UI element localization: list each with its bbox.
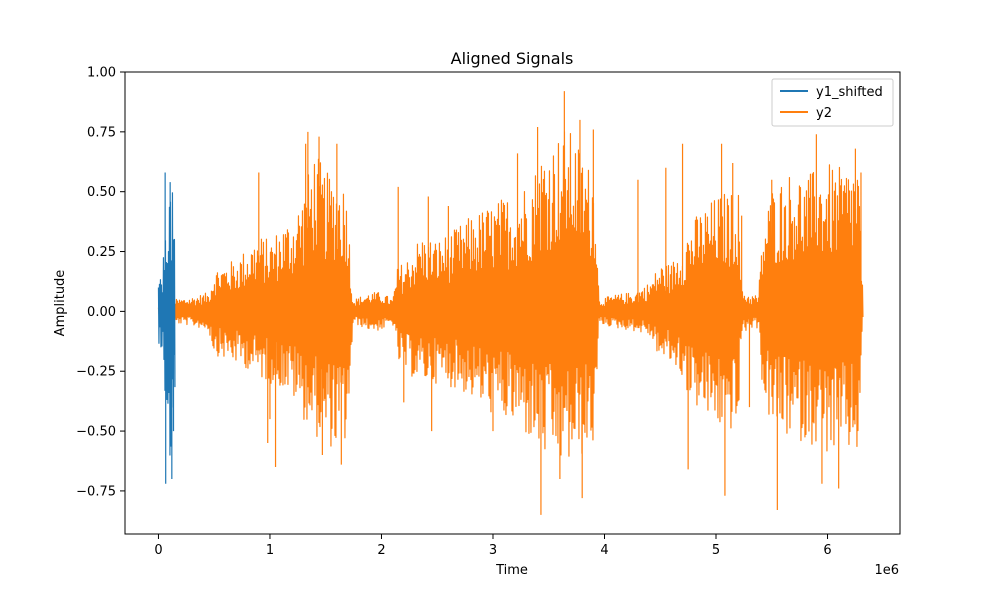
x-axis-title: Time [495, 563, 528, 578]
y-tick-label: −0.75 [76, 484, 116, 499]
x-tick-label: 0 [154, 543, 162, 558]
y-tick-label: 0.50 [87, 185, 116, 200]
x-tick-label: 6 [823, 543, 831, 558]
chart-title: Aligned Signals [451, 49, 574, 68]
x-tick-label: 4 [600, 543, 608, 558]
y-tick-label: −0.50 [76, 425, 116, 440]
series-line-y1-shifted [157, 172, 176, 484]
x-axis: 0 1 2 3 4 5 6 [154, 534, 832, 558]
y-tick-label: 0.00 [87, 305, 116, 320]
series-layer [157, 91, 864, 515]
legend-label-y2: y2 [816, 106, 832, 121]
y-axis-title: Amplitude [53, 270, 68, 337]
y-axis: −0.75 −0.50 −0.25 0.00 0.25 0.50 0.75 1.00 [76, 66, 125, 499]
plot-frame [124, 71, 901, 535]
x-tick-label: 1 [266, 543, 274, 558]
x-tick-label: 2 [377, 543, 385, 558]
legend-label-y1-shifted: y1_shifted [816, 85, 883, 100]
y-tick-label: 1.00 [87, 66, 116, 81]
y-tick-label: −0.25 [76, 365, 116, 380]
y-tick-label: 0.25 [87, 245, 116, 260]
legend: y1_shifted y2 [771, 78, 894, 127]
series-line-y2 [157, 91, 864, 515]
x-axis-offset-label: 1e6 [874, 563, 899, 578]
x-tick-label: 3 [489, 543, 497, 558]
y-tick-label: 0.75 [87, 125, 116, 140]
x-tick-label: 5 [712, 543, 720, 558]
